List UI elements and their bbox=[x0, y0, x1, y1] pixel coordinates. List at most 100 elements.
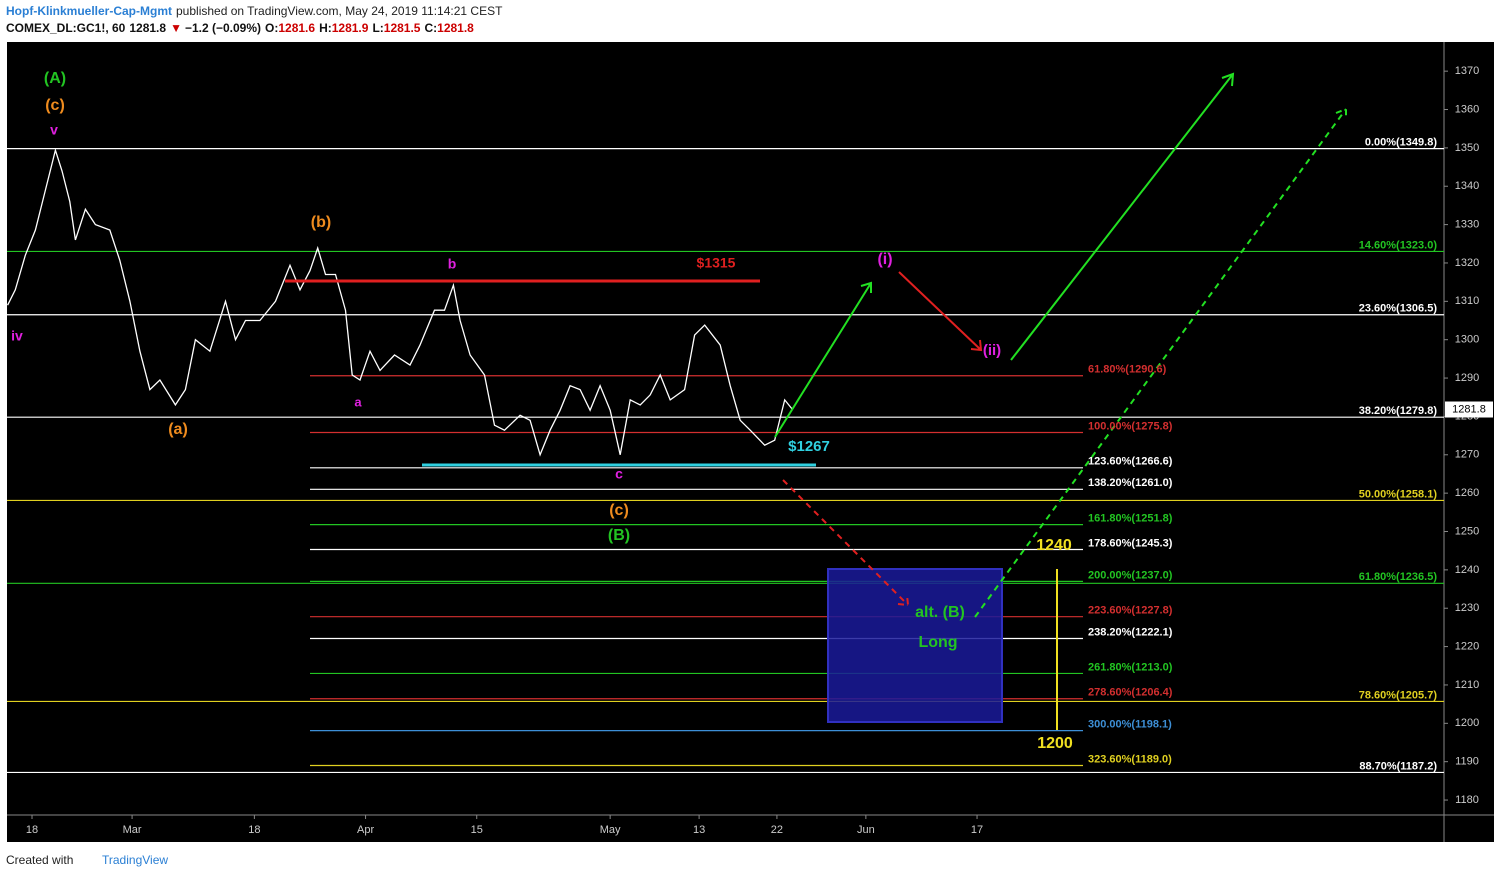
x-tick-label: 18 bbox=[26, 824, 38, 836]
y-tick-label: 1210 bbox=[1455, 679, 1479, 691]
h: H: bbox=[319, 21, 332, 35]
wave-label: $1315 bbox=[697, 255, 736, 271]
o: O: bbox=[265, 21, 278, 35]
x-tick-label: 22 bbox=[771, 824, 783, 836]
wave-label: a bbox=[354, 394, 362, 409]
plot-background bbox=[7, 42, 1494, 842]
x-tick-label: Apr bbox=[357, 824, 374, 836]
created-with: Created with bbox=[6, 853, 73, 867]
wave-label: (ii) bbox=[983, 342, 1001, 359]
fib-label: 100.00%(1275.8) bbox=[1088, 420, 1173, 432]
change: −1.2 (−0.09%) bbox=[185, 21, 261, 35]
fib-label: 0.00%(1349.8) bbox=[1365, 137, 1437, 149]
header-line: Hopf-Klinkmueller-Cap-Mgmt published on T… bbox=[6, 4, 503, 18]
fib-label: 238.20%(1222.1) bbox=[1088, 626, 1173, 638]
x-tick-label: 17 bbox=[971, 824, 983, 836]
fib-label: 123.60%(1266.6) bbox=[1088, 456, 1173, 468]
long-box bbox=[827, 568, 1003, 723]
ohlc-line: COMEX_DL:GC1!, 60 1281.8 ▼ −1.2 (−0.09%) O:1… bbox=[6, 21, 474, 35]
c: C: bbox=[424, 21, 437, 35]
y-tick-label: 1270 bbox=[1455, 449, 1479, 461]
y-tick-label: 1350 bbox=[1455, 142, 1479, 154]
x-tick-label: 13 bbox=[693, 824, 705, 836]
x-tick-label: Mar bbox=[123, 824, 142, 836]
y-tick-label: 1230 bbox=[1455, 602, 1479, 614]
fib-label: 23.60%(1306.5) bbox=[1359, 303, 1438, 315]
fib-label: 200.00%(1237.0) bbox=[1088, 569, 1173, 581]
y-tick-label: 1260 bbox=[1455, 487, 1479, 499]
arrow bbox=[774, 281, 872, 438]
fib-label: 323.60%(1189.0) bbox=[1088, 753, 1172, 765]
brand[interactable]: TradingView bbox=[102, 853, 168, 867]
last: 1281.8 bbox=[129, 21, 166, 35]
y-tick-label: 1190 bbox=[1455, 756, 1479, 768]
fib-label: 261.80%(1213.0) bbox=[1088, 661, 1173, 673]
y-tick-label: 1360 bbox=[1455, 103, 1479, 115]
low: 1281.5 bbox=[384, 21, 421, 35]
y-tick-label: 1340 bbox=[1455, 180, 1479, 192]
y-tick-label: 1250 bbox=[1455, 525, 1479, 537]
fib-label: 88.70%(1187.2) bbox=[1359, 760, 1437, 772]
wave-label: (A) bbox=[44, 70, 66, 87]
wave-label: 1240 bbox=[1036, 537, 1072, 554]
labels: 1180 1190 1200 1210 1220 1230 1240 1250 1260 1270… bbox=[11, 65, 1493, 836]
y-tick-label: 1320 bbox=[1455, 257, 1479, 269]
last-price: 1281.8 bbox=[1452, 403, 1486, 415]
arrow bbox=[1010, 72, 1235, 361]
y-tick-label: 1200 bbox=[1455, 717, 1479, 729]
wave-label: b bbox=[448, 256, 457, 272]
fib-label: 14.60%(1323.0) bbox=[1359, 239, 1438, 251]
last-price-tag bbox=[1445, 401, 1493, 418]
fib-label: 78.60%(1205.7) bbox=[1359, 689, 1438, 701]
fib-label: 300.00%(1198.1) bbox=[1088, 719, 1172, 731]
y-tick-label: 1180 bbox=[1455, 794, 1479, 806]
l: L: bbox=[372, 21, 383, 35]
y-tick-label: 1370 bbox=[1455, 65, 1479, 77]
fib-label: 61.80%(1236.5) bbox=[1359, 571, 1438, 583]
price-line bbox=[7, 147, 794, 457]
arrow: ▼ bbox=[170, 21, 182, 35]
x-tick-label: Jun bbox=[857, 824, 875, 836]
open: 1281.6 bbox=[278, 21, 315, 35]
symbol: COMEX_DL:GC1!, 60 bbox=[6, 21, 126, 35]
y-tick-label: 1330 bbox=[1455, 219, 1479, 231]
wave-label: iv bbox=[11, 328, 23, 344]
wave-label: $1267 bbox=[788, 438, 830, 455]
y-tick-label: 1290 bbox=[1455, 372, 1479, 384]
arrow bbox=[898, 271, 983, 352]
arrow bbox=[782, 479, 910, 607]
wave-label: 1200 bbox=[1037, 735, 1073, 752]
fib-label: 278.60%(1206.4) bbox=[1088, 687, 1173, 699]
close: 1281.8 bbox=[437, 21, 474, 35]
wave-label: (a) bbox=[168, 421, 188, 438]
author[interactable]: Hopf-Klinkmueller-Cap-Mgmt bbox=[6, 4, 172, 18]
fib-label: 61.80%(1290.6) bbox=[1088, 364, 1167, 376]
wave-label: Long bbox=[918, 634, 957, 651]
y-tick-label: 1220 bbox=[1455, 640, 1479, 652]
wave-label: (c) bbox=[45, 97, 65, 114]
wave-label: alt. (B) bbox=[915, 604, 965, 621]
published: published on TradingView.com, May 24, 20… bbox=[176, 4, 503, 18]
wave-label: (B) bbox=[608, 527, 630, 544]
wave-label: c bbox=[615, 466, 623, 482]
fib-label: 38.20%(1279.8) bbox=[1359, 405, 1438, 417]
fib-label: 178.60%(1245.3) bbox=[1088, 537, 1173, 549]
x-tick-label: 15 bbox=[471, 824, 483, 836]
wave-label: (i) bbox=[877, 251, 892, 268]
fib-label: 138.20%(1261.0) bbox=[1088, 477, 1173, 489]
x-tick-label: May bbox=[600, 824, 621, 836]
wave-label: (c) bbox=[609, 502, 629, 519]
y-tick-label: 1310 bbox=[1455, 295, 1479, 307]
wave-label: (b) bbox=[311, 214, 331, 231]
y-tick-label: 1300 bbox=[1455, 334, 1479, 346]
x-tick-label: 18 bbox=[248, 824, 260, 836]
fib-label: 161.80%(1251.8) bbox=[1088, 513, 1173, 525]
y-tick-label: 1240 bbox=[1455, 564, 1479, 576]
wave-label: v bbox=[50, 122, 58, 138]
fib-label: 50.00%(1258.1) bbox=[1359, 488, 1438, 500]
fib-label: 223.60%(1227.8) bbox=[1088, 605, 1173, 617]
drawings bbox=[285, 72, 1347, 730]
high: 1281.9 bbox=[332, 21, 369, 35]
